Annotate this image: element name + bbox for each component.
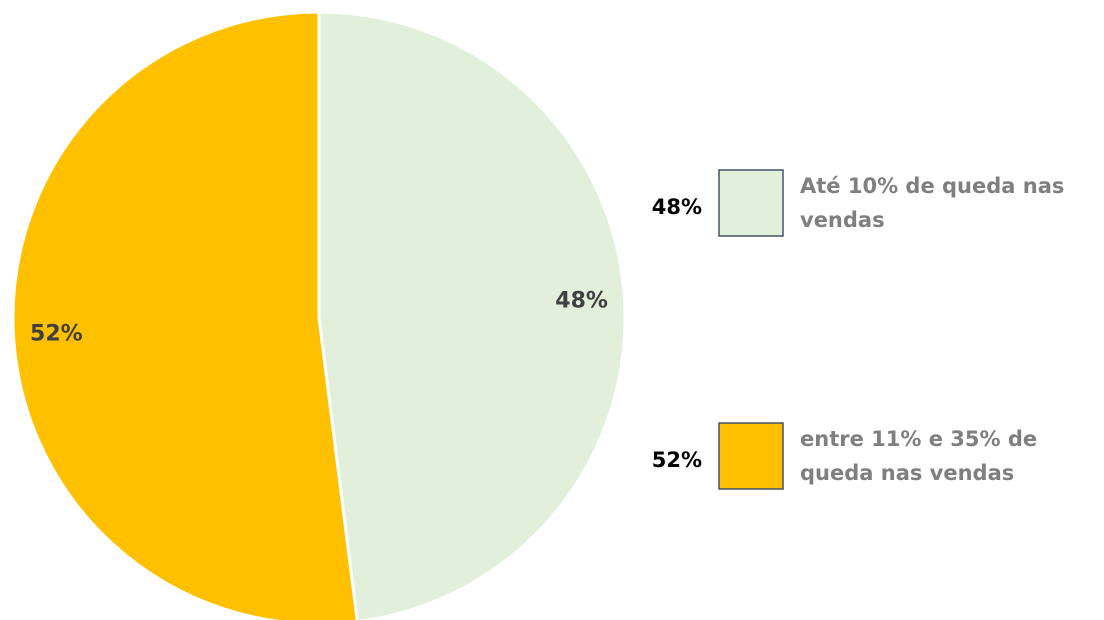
legend-item: entre 11% e 35% de queda nas vendas bbox=[800, 427, 1038, 485]
legend-value: 48% bbox=[652, 195, 702, 219]
legend-value: 52% bbox=[652, 448, 702, 472]
pie-slice bbox=[317, 10, 627, 620]
legend-label: Até 10% de queda nas vendas bbox=[800, 174, 1065, 232]
legend-swatch bbox=[718, 169, 784, 237]
legend-label: entre 11% e 35% de queda nas vendas bbox=[800, 427, 1038, 485]
pie-slice bbox=[11, 10, 359, 620]
slice-label: 52% bbox=[30, 322, 83, 347]
legend-swatch bbox=[718, 422, 784, 490]
legend-item: Até 10% de queda nas vendas bbox=[800, 174, 1065, 232]
slice-label: 48% bbox=[555, 288, 608, 313]
